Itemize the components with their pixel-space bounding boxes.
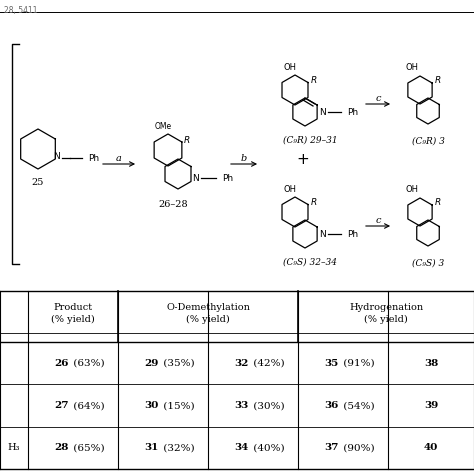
Text: (C₉S) 3: (C₉S) 3 <box>412 259 444 268</box>
Text: N: N <box>54 152 60 161</box>
Text: Hydrogenation: Hydrogenation <box>349 302 423 311</box>
Text: H₃: H₃ <box>8 443 20 452</box>
Text: +: + <box>297 152 310 166</box>
Text: OH: OH <box>405 63 419 72</box>
Text: 35: 35 <box>325 359 339 368</box>
Text: 37: 37 <box>325 443 339 452</box>
Text: Ph: Ph <box>347 108 358 117</box>
Text: 30: 30 <box>145 401 159 410</box>
Text: 28, 5411: 28, 5411 <box>4 6 37 15</box>
Text: R: R <box>435 198 441 207</box>
Text: b: b <box>241 154 247 163</box>
Text: (90%): (90%) <box>340 443 374 452</box>
Text: 33: 33 <box>235 401 249 410</box>
Text: Ph: Ph <box>88 154 99 163</box>
Text: N: N <box>192 173 200 182</box>
Text: (40%): (40%) <box>250 443 284 452</box>
Text: (% yield): (% yield) <box>186 315 230 324</box>
Text: OH: OH <box>283 63 297 72</box>
Text: 34: 34 <box>235 443 249 452</box>
Text: 40: 40 <box>424 443 438 452</box>
Text: 38: 38 <box>424 359 438 368</box>
Text: 32: 32 <box>235 359 249 368</box>
Text: Ph: Ph <box>222 173 233 182</box>
Text: Product: Product <box>54 302 92 311</box>
Text: c: c <box>375 93 381 102</box>
Text: N: N <box>319 108 327 117</box>
Text: (91%): (91%) <box>340 359 374 368</box>
Text: (63%): (63%) <box>70 359 105 368</box>
Text: (54%): (54%) <box>340 401 374 410</box>
Text: (C₉S) 32–34: (C₉S) 32–34 <box>283 258 337 267</box>
Text: a: a <box>116 154 122 163</box>
Text: OMe: OMe <box>155 121 172 130</box>
Text: O-Demethylation: O-Demethylation <box>166 302 250 311</box>
Text: 29: 29 <box>145 359 159 368</box>
Text: (15%): (15%) <box>160 401 195 410</box>
Text: 26: 26 <box>55 359 69 368</box>
Text: (% yield): (% yield) <box>51 315 95 324</box>
Text: (42%): (42%) <box>250 359 284 368</box>
Text: R: R <box>435 75 441 84</box>
Text: (64%): (64%) <box>70 401 105 410</box>
Text: R: R <box>311 75 317 84</box>
Text: (35%): (35%) <box>160 359 195 368</box>
Text: 36: 36 <box>325 401 339 410</box>
Text: 25: 25 <box>32 178 44 187</box>
Text: OH: OH <box>283 184 297 193</box>
Text: 28: 28 <box>55 443 69 452</box>
Text: 27: 27 <box>55 401 69 410</box>
Text: OH: OH <box>405 184 419 193</box>
Text: c: c <box>375 216 381 225</box>
Text: (C₉R) 29–31: (C₉R) 29–31 <box>283 136 337 145</box>
Text: (32%): (32%) <box>160 443 195 452</box>
Text: R: R <box>184 136 190 145</box>
Text: (% yield): (% yield) <box>364 315 408 324</box>
Text: 39: 39 <box>424 401 438 410</box>
Text: (C₉R) 3: (C₉R) 3 <box>411 137 445 146</box>
Text: (65%): (65%) <box>70 443 105 452</box>
Text: N: N <box>319 229 327 238</box>
Text: 26–28: 26–28 <box>158 200 188 209</box>
Text: 31: 31 <box>145 443 159 452</box>
Text: R: R <box>311 198 317 207</box>
Text: Ph: Ph <box>347 229 358 238</box>
Text: (30%): (30%) <box>250 401 284 410</box>
